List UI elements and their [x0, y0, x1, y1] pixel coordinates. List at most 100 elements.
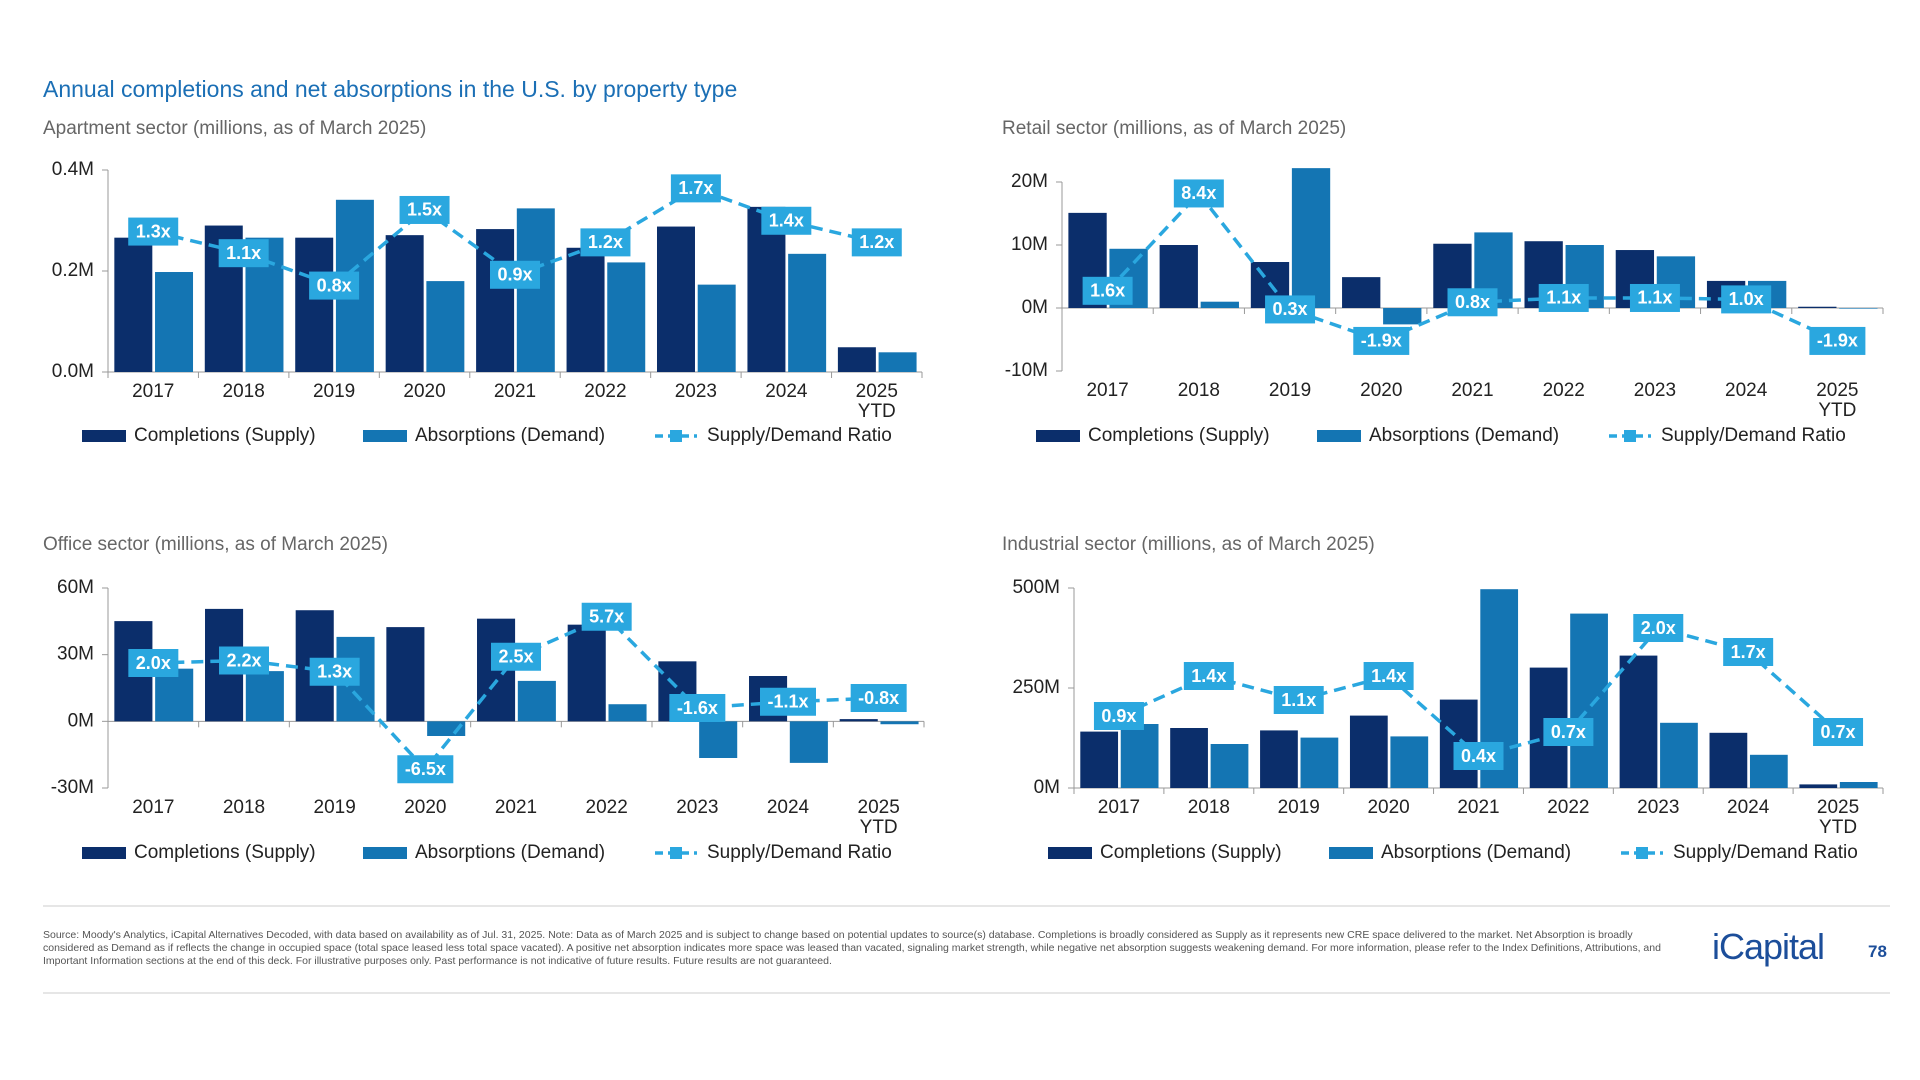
bar [385, 235, 424, 372]
ratio-label: 0.7x [1821, 722, 1856, 742]
bar [1300, 737, 1339, 788]
legend-label: Completions (Supply) [1088, 425, 1270, 446]
legend-label: Completions (Supply) [1100, 842, 1282, 863]
ratio-label: -6.5x [405, 759, 446, 779]
y-tick-label: -10M [1005, 360, 1048, 381]
bar [878, 352, 917, 372]
bar [1660, 722, 1698, 788]
legend-label: Completions (Supply) [134, 425, 316, 446]
legend-label: Completions (Supply) [134, 842, 316, 863]
legend-swatch [363, 847, 407, 859]
bar [839, 719, 878, 722]
ratio-marker [128, 649, 179, 677]
page-number: 78 [1868, 942, 1887, 961]
ratio-label: 1.6x [1090, 281, 1125, 301]
legend-swatch [363, 430, 407, 442]
ratio-label: 1.1x [1637, 288, 1672, 308]
ratio-label: 0.8x [1455, 292, 1490, 312]
bar [1839, 308, 1878, 309]
bar [837, 347, 876, 372]
ratio-marker [670, 174, 721, 203]
ratio-label: 1.3x [317, 662, 352, 682]
ratio-marker [1082, 276, 1133, 305]
bar [517, 680, 556, 722]
ratio-label: 0.8x [317, 275, 352, 295]
ratio-label: 0.7x [1551, 722, 1586, 742]
ratio-marker [1629, 283, 1680, 312]
x-tick-label: 2021 [1451, 380, 1494, 401]
bar [155, 668, 194, 722]
ratio-marker [760, 687, 816, 716]
ratio-marker [1723, 638, 1774, 666]
ratio-marker [1363, 662, 1414, 690]
ratio-label: 1.4x [1191, 666, 1226, 686]
chart-subtitle: Office sector (millions, as of March 202… [43, 534, 388, 555]
ratio-label: -1.6x [677, 698, 718, 718]
ratio-label: 1.4x [1371, 666, 1406, 686]
ratio-marker [1173, 179, 1224, 208]
x-tick-label: 2025 YTD [1816, 380, 1859, 421]
y-tick-label: 0M [1022, 297, 1048, 318]
bar [476, 229, 515, 372]
x-tick-label: 2020 [404, 797, 447, 818]
bar [1570, 613, 1608, 788]
ratio-marker [581, 602, 632, 631]
bar [1291, 168, 1331, 308]
ratio-marker [1538, 283, 1589, 312]
x-tick-label: 2019 [1277, 797, 1320, 818]
bar [880, 721, 919, 725]
ratio-label: 1.3x [136, 221, 171, 241]
ratio-label: 8.4x [1181, 183, 1216, 203]
ratio-marker [1447, 288, 1498, 317]
ratio-marker [850, 684, 907, 712]
ratio-marker [399, 195, 450, 224]
legend-swatch [670, 847, 682, 859]
ratio-marker [1453, 742, 1504, 770]
ratio-label: 2.2x [226, 650, 261, 670]
legend-label: Supply/Demand Ratio [707, 425, 892, 446]
ratio-label: -1.1x [767, 692, 808, 712]
ratio-label: 0.3x [1273, 299, 1308, 319]
ratio-label: 1.7x [678, 178, 713, 198]
bar [1619, 655, 1658, 788]
ratio-line [1106, 190, 1839, 343]
y-tick-label: 60M [57, 577, 94, 598]
x-tick-label: 2022 [1547, 797, 1590, 818]
bar [1170, 728, 1208, 788]
legend-swatch [1317, 430, 1361, 442]
ratio-marker [669, 694, 726, 722]
x-tick-label: 2021 [1457, 797, 1500, 818]
ratio-marker [491, 642, 541, 671]
ratio-marker [309, 271, 360, 300]
bar [656, 226, 695, 372]
ratio-label: 0.9x [1101, 706, 1136, 726]
bar [1799, 784, 1838, 788]
legend-swatch [1624, 430, 1636, 442]
x-tick-label: 2025 YTD [855, 381, 898, 422]
x-tick-label: 2022 [585, 797, 628, 818]
bar [1080, 731, 1119, 788]
x-tick-label: 2024 [765, 381, 808, 402]
bar [1839, 782, 1878, 788]
y-tick-label: 250M [1012, 677, 1060, 698]
ratio-label: 1.0x [1729, 289, 1764, 309]
chart-subtitle: Retail sector (millions, as of March 202… [1002, 118, 1346, 139]
ratio-marker [1353, 326, 1410, 355]
ratio-label: -1.9x [1817, 331, 1858, 351]
legend-swatch [82, 430, 126, 442]
bar [789, 721, 828, 763]
x-tick-label: 2025 YTD [1816, 797, 1860, 838]
bar [1383, 308, 1422, 325]
ratio-marker [1093, 702, 1144, 730]
bar [699, 721, 738, 758]
x-tick-label: 2017 [1097, 797, 1141, 818]
ratio-marker [1633, 614, 1684, 642]
ratio-label: 1.5x [407, 200, 442, 220]
legend-swatch [1329, 847, 1373, 859]
x-tick-label: 2024 [1727, 797, 1770, 818]
bar [788, 253, 827, 372]
bar [114, 237, 153, 372]
bar [1260, 730, 1298, 788]
